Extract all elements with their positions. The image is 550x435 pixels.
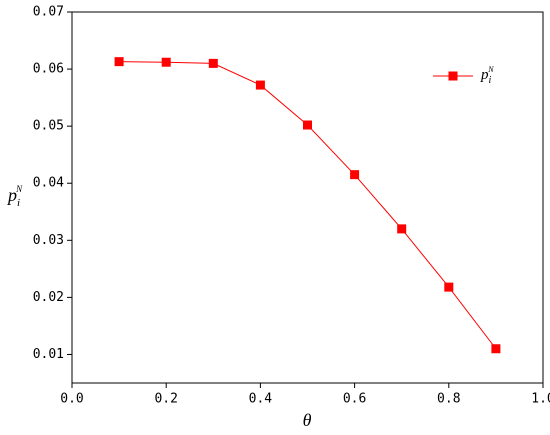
marker <box>397 224 407 234</box>
marker <box>255 80 265 90</box>
y-tick-label: 0.06 <box>33 62 64 77</box>
legend-label: piN <box>480 65 494 86</box>
y-tick-label: 0.05 <box>33 119 64 134</box>
legend-marker <box>448 71 458 81</box>
legend-sup: N <box>487 65 494 74</box>
marker <box>491 344 501 354</box>
legend-sub: i <box>489 75 492 86</box>
x-tick-label: 1.0 <box>531 392 550 407</box>
x-tick-label: 0.6 <box>343 392 366 407</box>
marker <box>350 170 360 180</box>
y-label-base: p <box>6 185 17 205</box>
plot-frame <box>71 11 544 384</box>
y-tick-label: 0.01 <box>33 347 64 362</box>
y-axis-label: piN <box>6 184 23 208</box>
y-tick-label: 0.03 <box>33 233 64 248</box>
marker <box>161 57 171 67</box>
y-tick-label: 0.07 <box>33 5 64 20</box>
y-tick-label: 0.04 <box>33 176 64 191</box>
y-tick-label: 0.02 <box>33 290 64 305</box>
y-label-sub: i <box>17 197 20 209</box>
x-tick-label: 0.4 <box>249 392 273 407</box>
marker <box>303 120 312 130</box>
series-line <box>119 61 497 350</box>
y-label-sup: N <box>15 184 23 194</box>
x-tick-label: 0.8 <box>437 392 460 407</box>
x-axis-label: θ <box>303 410 312 430</box>
marker <box>114 57 124 67</box>
marker <box>444 282 454 292</box>
marker <box>208 58 218 68</box>
x-tick-label: 0.0 <box>60 392 83 407</box>
legend-base: p <box>480 67 489 83</box>
x-tick-label: 0.2 <box>154 392 177 407</box>
